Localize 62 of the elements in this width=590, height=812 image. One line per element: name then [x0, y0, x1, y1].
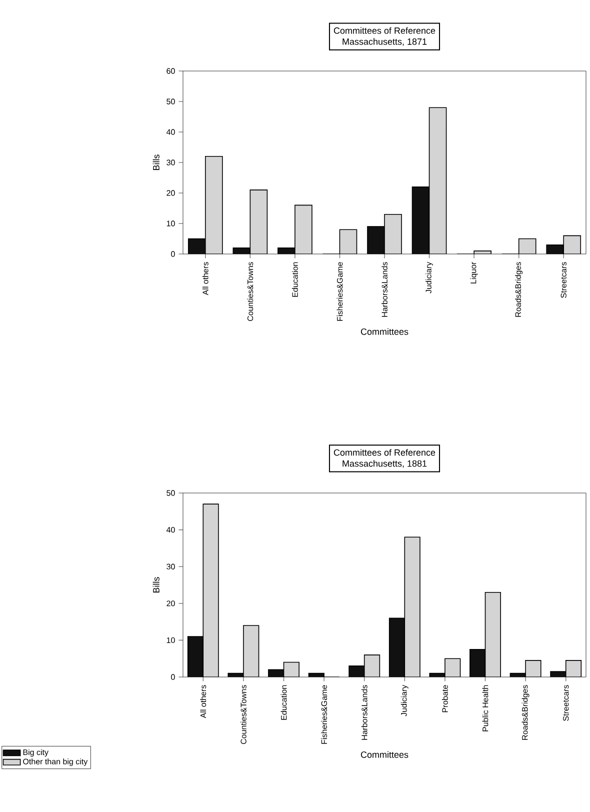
bar — [404, 536, 420, 677]
y-tick-label: 50 — [166, 490, 175, 496]
bar — [470, 649, 486, 677]
bar — [484, 592, 501, 677]
legend-label: Other than big city — [23, 758, 88, 766]
bar — [340, 230, 357, 254]
legend-label: Big city — [23, 749, 48, 757]
y-tick-label: 40 — [166, 526, 175, 533]
x-tick-label: Education — [292, 262, 298, 297]
x-tick-label: Roads&Bridges — [515, 262, 523, 317]
x-tick-label: Streetcars — [563, 685, 569, 721]
x-tick-label: Harbors&Lands — [382, 262, 388, 317]
bar — [444, 658, 461, 677]
x-tick-label: Probate — [442, 685, 448, 712]
x-tick-label: Public Health — [482, 685, 488, 732]
bar — [518, 238, 536, 254]
bar — [187, 636, 204, 677]
bar — [202, 504, 219, 677]
x-tick-label: Counties&Towns — [240, 685, 246, 744]
chart-subtitle: Massachusetts, 1881 — [342, 460, 427, 468]
x-axis-title: Committees — [360, 328, 408, 335]
x-axis-title: Committees — [360, 751, 408, 758]
y-tick-label: 10 — [166, 220, 175, 226]
x-tick-label: Fisheries&Game — [321, 685, 327, 744]
bar — [367, 226, 384, 254]
chart-subtitle: Massachusetts, 1871 — [342, 38, 427, 46]
bar — [294, 205, 312, 254]
bar — [283, 662, 300, 677]
x-tick-label: Streetcars — [560, 262, 566, 298]
y-tick-label: 20 — [166, 600, 175, 606]
x-tick-label: Counties&Towns — [247, 262, 254, 321]
y-tick-label: 20 — [166, 190, 175, 196]
y-tick-label: 50 — [166, 98, 175, 104]
y-tick-label: 10 — [166, 637, 175, 644]
y-tick-label: 30 — [166, 564, 175, 570]
bar — [384, 214, 402, 254]
bar — [563, 235, 582, 254]
x-tick-label: Harbors&Lands — [361, 685, 368, 740]
bar — [429, 108, 446, 254]
x-tick-label: Judiciary — [400, 684, 408, 716]
x-tick-label: Fisheries&Game — [336, 262, 343, 321]
chart-title: Committees of Reference — [334, 449, 436, 456]
x-tick-label: Judiciary — [426, 262, 434, 294]
y-axis-title: Bills — [152, 154, 160, 170]
bar — [412, 186, 430, 254]
chart-title: Committees of Reference — [334, 27, 436, 34]
bar — [388, 618, 406, 677]
bar — [364, 654, 380, 677]
x-tick-label: All others — [200, 685, 206, 718]
y-tick-label: 60 — [166, 68, 175, 74]
y-axis-title: Bills — [152, 577, 160, 593]
x-tick-label: Liquor — [470, 262, 478, 284]
x-tick-label: Roads&Bridges — [522, 685, 530, 740]
y-tick-label: 0 — [171, 674, 175, 680]
bar — [243, 625, 259, 677]
y-tick-label: 40 — [166, 129, 175, 135]
bar — [205, 156, 222, 254]
x-tick-label: Education — [280, 685, 287, 720]
x-tick-label: All others — [202, 262, 208, 296]
y-tick-label: 0 — [171, 251, 175, 257]
bar — [250, 190, 268, 254]
y-tick-label: 30 — [166, 160, 175, 166]
